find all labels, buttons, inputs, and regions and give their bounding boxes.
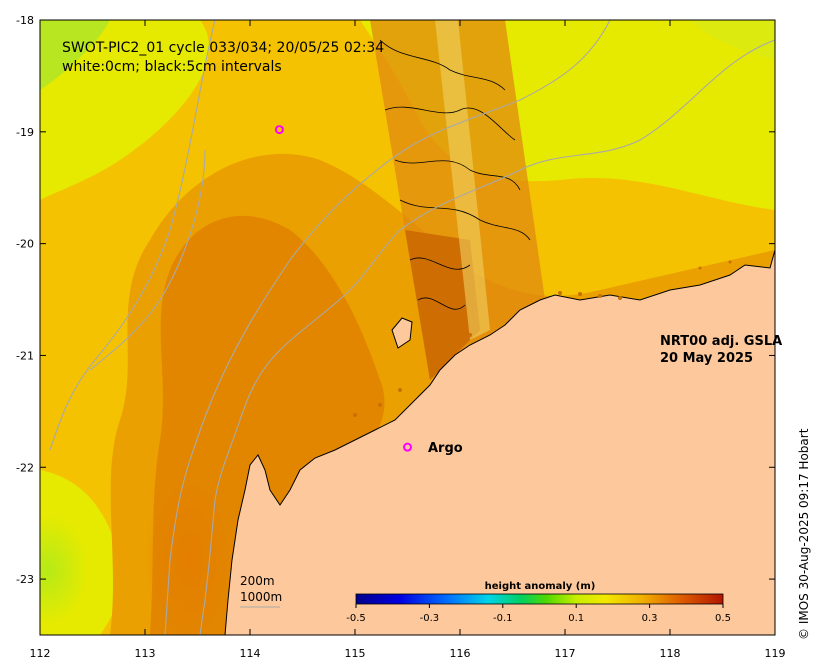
anomaly-zone-yellow-west [40,20,209,200]
x-tick-label-119: 119 [765,647,786,660]
x-tick-label-116: 116 [450,647,471,660]
y-tick-label--19: -19 [16,126,34,139]
x-tick-label-113: 113 [135,647,156,660]
colorbar-tick-label: -0.5 [346,613,366,624]
bathymetry-contours [49,20,775,635]
coastal-dots [353,260,732,417]
colorbar-ticks: -0.5 -0.3 -0.1 0.1 0.3 0.5 [346,604,731,624]
land-mass-australia [224,249,775,635]
anomaly-zone-green-nw [40,20,110,90]
colorbar-tick-label: -0.1 [493,613,513,624]
y-tick-label--21: -21 [16,349,34,362]
swot-swath-dark [405,230,480,380]
argo-floats [274,125,412,452]
colorbar: height anomaly (m) -0.5 -0.3 -0.1 0.1 0.3 0.5 [346,581,731,624]
colorbar-tick-label: 0.3 [642,613,658,624]
colorbar-tick-label: -0.3 [420,613,440,624]
x-tick-label-117: 117 [555,647,576,660]
colorbar-title: height anomaly (m) [485,581,596,592]
x-tick-label-114: 114 [240,647,261,660]
y-tick-label--20: -20 [16,238,34,251]
credit-text: © IMOS 30-Aug-2025 09:17 Hobart [797,428,811,640]
argo-legend-label: Argo [428,441,463,456]
colorbar-tick-label: 0.5 [715,613,731,624]
argo-float-marker [274,125,284,135]
x-tick-label-118: 118 [660,647,681,660]
depth-legend-200m: 200m [240,574,275,588]
plot-frame [39,19,776,636]
map-title-line1: SWOT-PIC2_01 cycle 033/034; 20/05/25 02:… [62,40,384,56]
y-tick-label--22: -22 [16,461,34,474]
swot-contours [379,39,531,310]
y-tick-label--18: -18 [16,14,34,27]
anomaly-zone-yellow-north [40,20,775,210]
colorbar-gradient [355,593,724,605]
anomaly-hotspot-south [145,470,235,635]
argo-float-marker [403,442,412,452]
x-tick-label-112: 112 [30,647,51,660]
anomaly-zone-green-sw [40,515,88,625]
y-tick-label--23: -23 [16,573,34,586]
colorbar-tick-label: 0.1 [568,613,584,624]
product-label-line1: NRT00 adj. GSLA [660,334,782,349]
x-axis: 112 113 114 115 116 117 118 119 [30,20,786,660]
map-plot-area [40,20,775,635]
y-axis: -18 -19 -20 -21 -22 -23 [16,14,775,586]
x-tick-label-115: 115 [345,647,366,660]
map-title-line2: white:0cm; black:5cm intervals [62,59,282,75]
swot-swath-nadir-gap [435,20,490,340]
barrow-island [391,317,413,349]
product-label-line2: 20 May 2025 [660,351,753,366]
depth-legend-1000m: 1000m [240,590,282,604]
